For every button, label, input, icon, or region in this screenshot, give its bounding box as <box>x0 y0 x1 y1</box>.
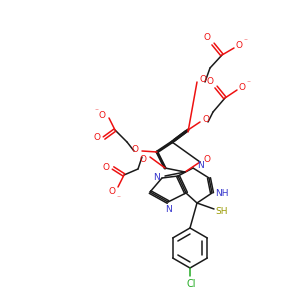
Text: ⁻: ⁻ <box>94 106 98 116</box>
Text: ⁻: ⁻ <box>246 79 250 88</box>
Text: Cl: Cl <box>186 279 196 289</box>
Text: N: N <box>153 172 159 182</box>
Text: SH: SH <box>216 206 228 215</box>
Text: ⁻: ⁻ <box>116 194 120 202</box>
Text: O: O <box>203 34 211 43</box>
Text: ⁻: ⁻ <box>243 37 247 46</box>
Text: O: O <box>103 164 110 172</box>
Text: O: O <box>109 188 116 196</box>
Text: O: O <box>98 110 106 119</box>
Text: O: O <box>203 154 211 164</box>
Text: N: N <box>165 205 171 214</box>
Text: O: O <box>202 116 209 124</box>
Text: O: O <box>94 134 100 142</box>
Text: O: O <box>206 77 214 86</box>
Text: O: O <box>200 76 206 85</box>
Text: N: N <box>198 161 204 170</box>
Text: O: O <box>236 40 242 50</box>
Text: O: O <box>238 82 245 91</box>
Text: NH: NH <box>215 188 229 197</box>
Text: O: O <box>131 145 139 154</box>
Text: O: O <box>140 154 146 164</box>
